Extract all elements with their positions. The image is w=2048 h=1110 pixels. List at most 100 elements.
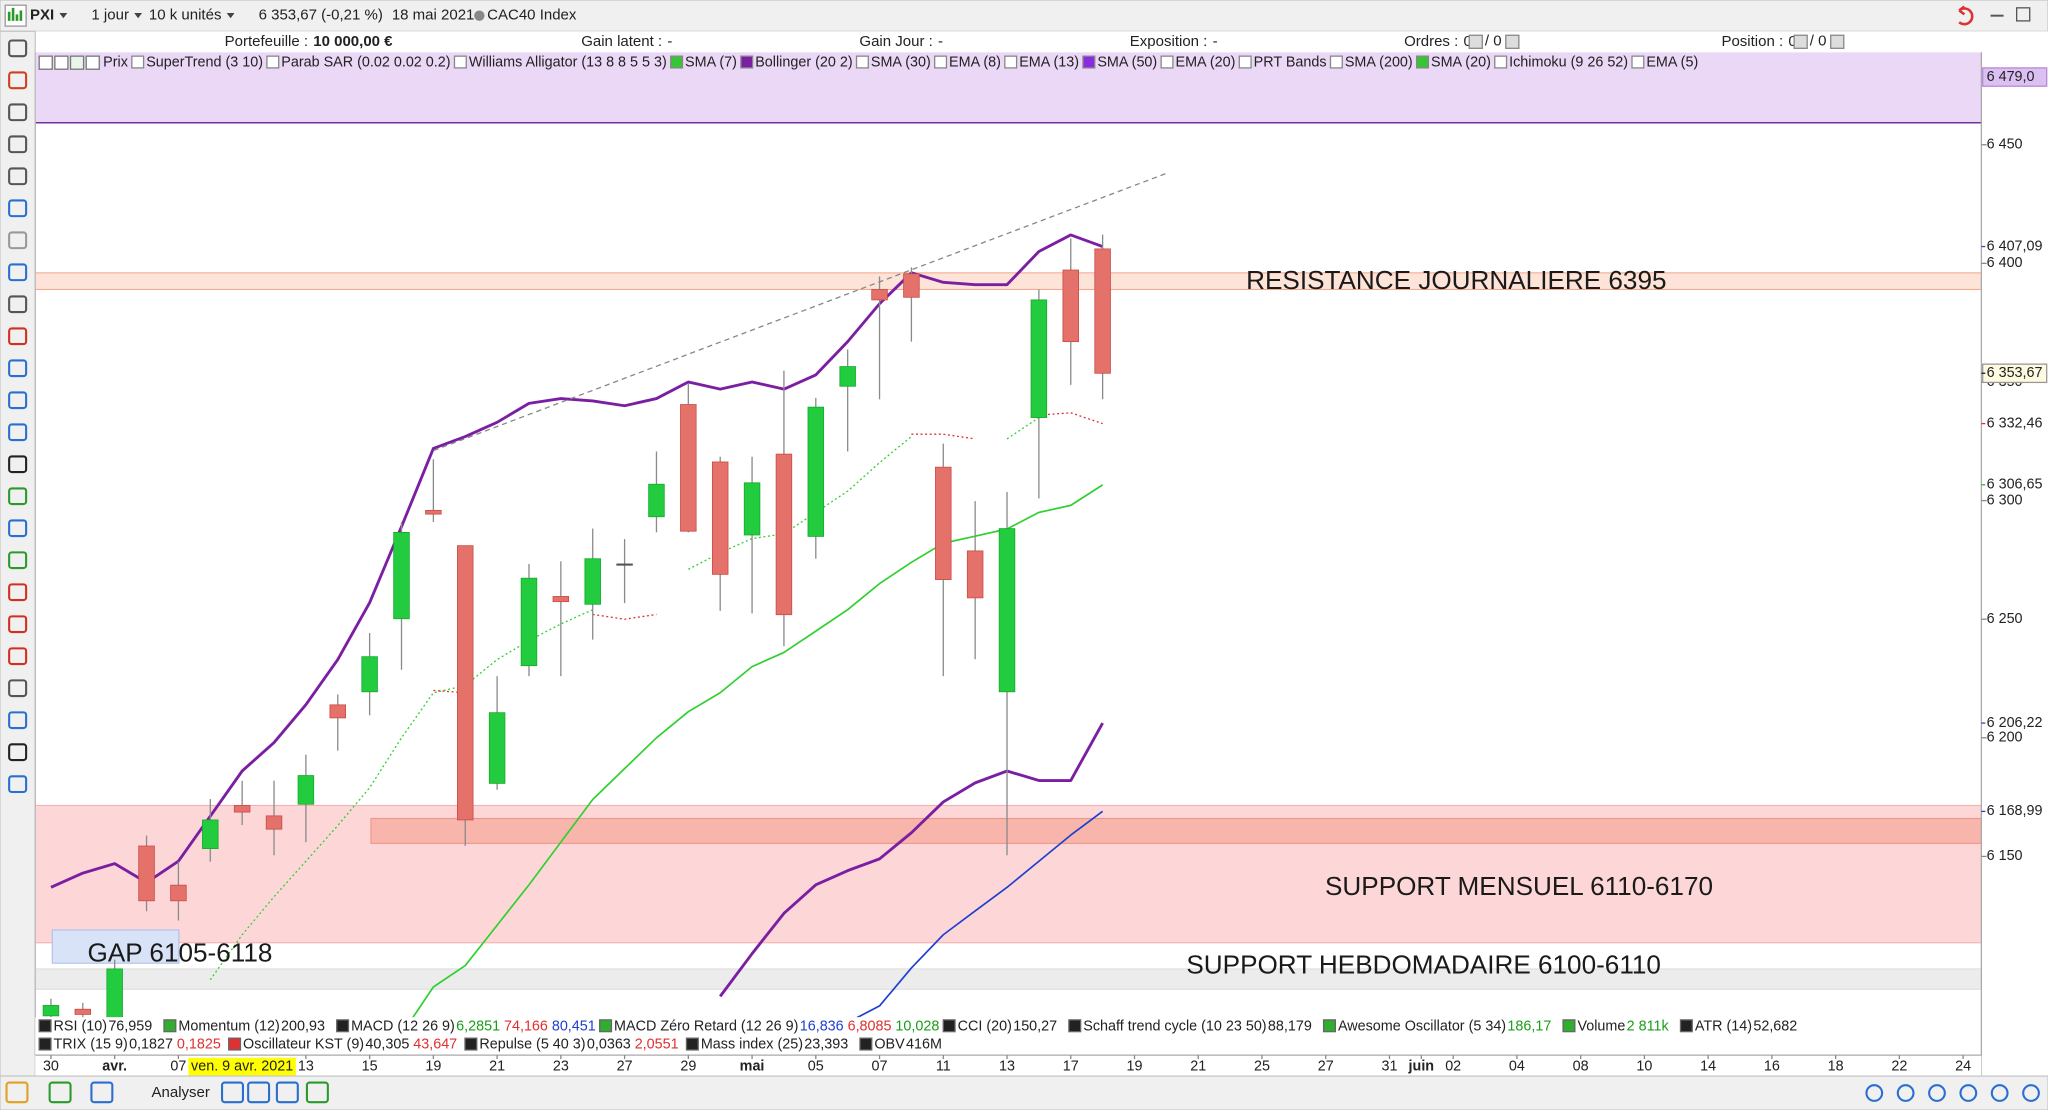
- indicator-reading[interactable]: Repulse (5 40 3)0,0363 2,0551: [479, 1037, 678, 1053]
- indicator-name[interactable]: PRT Bands: [1254, 54, 1327, 70]
- indicator-swatch[interactable]: [1160, 55, 1174, 69]
- dropdown-arrow[interactable]: [134, 13, 143, 19]
- indicator-reading[interactable]: Oscillateur KST (9)40,305 43,647: [243, 1037, 457, 1053]
- indicator-swatch[interactable]: [1329, 55, 1343, 69]
- indicator-reading[interactable]: ATR (14)52,682: [1695, 1018, 1797, 1034]
- candle-body[interactable]: [680, 404, 697, 532]
- indicator-swatch[interactable]: [38, 1019, 52, 1033]
- toolbar-index[interactable]: CAC40 Index: [487, 7, 577, 24]
- tool-icon[interactable]: [1865, 1084, 1884, 1102]
- indicator-name[interactable]: Prix: [103, 54, 129, 70]
- tool-icon[interactable]: [8, 295, 28, 314]
- indicator-swatch[interactable]: [599, 1019, 613, 1033]
- toolbar-units[interactable]: 10 k unités: [149, 7, 222, 24]
- tool-icon[interactable]: [90, 1081, 114, 1104]
- candle-body[interactable]: [361, 656, 378, 693]
- tool-icon[interactable]: [8, 359, 28, 378]
- indicator-reading[interactable]: Schaff trend cycle (10 23 50)88,179: [1083, 1018, 1312, 1034]
- candle-body[interactable]: [839, 366, 856, 387]
- tool-icon[interactable]: [8, 391, 28, 410]
- dropdown-arrow[interactable]: [226, 13, 235, 19]
- indicator-swatch[interactable]: [131, 55, 145, 69]
- tool-icon[interactable]: [8, 487, 28, 506]
- indicator-swatch[interactable]: [1082, 55, 1096, 69]
- tool-icon[interactable]: [8, 615, 28, 634]
- refresh-icon[interactable]: [1958, 5, 1974, 26]
- indicator-swatch[interactable]: [1415, 55, 1430, 69]
- candle-body[interactable]: [457, 545, 474, 821]
- zone-band[interactable]: [370, 817, 1982, 844]
- candle-body[interactable]: [138, 845, 155, 902]
- tool-icon[interactable]: [48, 1081, 72, 1104]
- list-icon[interactable]: [38, 55, 53, 70]
- candle-body[interactable]: [1030, 299, 1048, 418]
- tool-icon[interactable]: [8, 679, 28, 698]
- indicator-name[interactable]: SMA (7): [685, 54, 737, 70]
- candle-body[interactable]: [393, 531, 410, 620]
- candle-body[interactable]: [616, 563, 633, 566]
- zone[interactable]: [35, 272, 1982, 290]
- tool-icon[interactable]: [8, 583, 28, 602]
- indicator-name[interactable]: EMA (8): [949, 54, 1001, 70]
- indicator-reading[interactable]: TRIX (15 9)0,1827 0,1825: [54, 1037, 221, 1053]
- indicator-swatch[interactable]: [228, 1037, 242, 1051]
- indicator-swatch[interactable]: [934, 55, 948, 69]
- toolbar-period[interactable]: 1 jour: [91, 7, 129, 24]
- tool-icon[interactable]: [275, 1081, 299, 1104]
- candle-body[interactable]: [966, 550, 984, 599]
- indicator-swatch[interactable]: [1679, 1019, 1693, 1033]
- list-icon[interactable]: [85, 55, 100, 70]
- dropdown-arrow[interactable]: [59, 13, 68, 19]
- tool-icon[interactable]: [8, 743, 28, 762]
- candle-body[interactable]: [1094, 248, 1111, 374]
- indicator-swatch[interactable]: [163, 1019, 177, 1033]
- indicator-reading[interactable]: Momentum (12)200,93: [178, 1018, 325, 1034]
- indicator-reading[interactable]: Mass index (25)23,393: [701, 1037, 848, 1053]
- indicator-name[interactable]: SMA (20): [1431, 54, 1491, 70]
- candle-body[interactable]: [297, 775, 315, 805]
- candle-body[interactable]: [488, 712, 506, 784]
- indicator-swatch[interactable]: [685, 1037, 699, 1051]
- indicator-name[interactable]: SuperTrend (3 10): [146, 54, 263, 70]
- tool-icon[interactable]: [247, 1081, 271, 1104]
- tool-icon[interactable]: [8, 647, 28, 666]
- tool-icon[interactable]: [8, 519, 28, 538]
- tool-icon[interactable]: [220, 1081, 244, 1104]
- candle-body[interactable]: [711, 461, 729, 575]
- zone[interactable]: [35, 968, 1982, 990]
- indicator-swatch[interactable]: [942, 1019, 956, 1033]
- tool-icon[interactable]: [8, 551, 28, 570]
- tool-icon[interactable]: [8, 327, 28, 346]
- indicator-swatch[interactable]: [670, 55, 684, 69]
- indicator-swatch[interactable]: [859, 1037, 873, 1051]
- candle-body[interactable]: [807, 406, 825, 537]
- indicator-reading[interactable]: MACD Zéro Retard (12 26 9)16,836 6,8085 10…: [614, 1018, 939, 1034]
- candle-body[interactable]: [552, 596, 570, 603]
- tool-icon[interactable]: [8, 39, 28, 58]
- indicator-swatch[interactable]: [336, 1019, 350, 1033]
- toolbar-price[interactable]: 6 353,67 (-0,21 %): [259, 7, 383, 24]
- tool-icon[interactable]: [5, 1081, 29, 1104]
- candle-body[interactable]: [42, 1005, 60, 1017]
- indicator-name[interactable]: EMA (5): [1646, 54, 1698, 70]
- list-icon[interactable]: [54, 55, 69, 70]
- indicator-name[interactable]: EMA (13): [1019, 54, 1079, 70]
- list-icon[interactable]: [69, 55, 85, 70]
- tool-icon[interactable]: [8, 103, 28, 122]
- tool-icon[interactable]: [8, 231, 28, 250]
- indicator-swatch[interactable]: [855, 55, 869, 69]
- tool-icon[interactable]: [1896, 1084, 1915, 1102]
- indicator-swatch[interactable]: [1068, 1019, 1082, 1033]
- indicator-reading[interactable]: Volume2 811k: [1577, 1018, 1669, 1034]
- tool-icon[interactable]: [2022, 1084, 2040, 1102]
- candle-body[interactable]: [743, 482, 761, 536]
- toolbar-symbol[interactable]: PXI: [30, 7, 54, 24]
- indicator-name[interactable]: Bollinger (20 2): [755, 54, 852, 70]
- candle-body[interactable]: [775, 453, 793, 616]
- tool-icon[interactable]: [8, 423, 28, 442]
- tool-icon[interactable]: [8, 711, 28, 730]
- candle-body[interactable]: [935, 466, 952, 580]
- trend-line[interactable]: [433, 171, 1170, 452]
- candle-body[interactable]: [871, 289, 888, 301]
- indicator-swatch[interactable]: [453, 55, 467, 69]
